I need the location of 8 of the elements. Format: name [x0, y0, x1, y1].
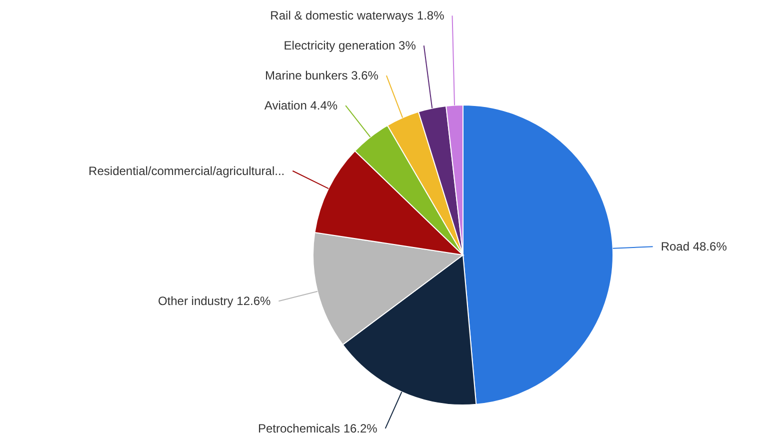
slice-label: Electricity generation 3% [284, 38, 416, 53]
slice-label: Rail & domestic waterways 1.8% [270, 8, 445, 23]
slice-label: Marine bunkers 3.6% [265, 68, 379, 83]
slice-label: Petrochemicals 16.2% [258, 421, 378, 436]
slice-label: Residential/commercial/agricultural... [88, 164, 285, 178]
slice-label: Road 48.6% [660, 240, 728, 254]
slice-label: Aviation 4.4% [264, 98, 338, 113]
slice-label: Other industry 12.6% [158, 294, 271, 308]
